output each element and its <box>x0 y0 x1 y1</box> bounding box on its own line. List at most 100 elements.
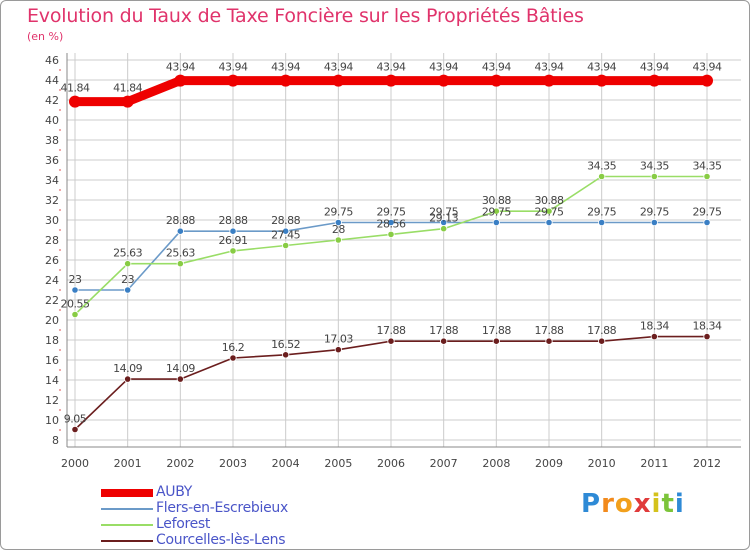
y-tick-label: 10 <box>45 414 59 427</box>
data-point <box>490 74 503 87</box>
data-point <box>279 74 292 87</box>
legend-label: Leforest <box>156 516 211 532</box>
legend-label: Courcelles-lès-Lens <box>156 532 286 548</box>
data-label: 41.84 <box>61 82 90 95</box>
y-tick-label: 34 <box>45 174 59 187</box>
data-label: 43.94 <box>587 61 616 74</box>
data-point <box>332 74 345 87</box>
logo-letter: i <box>674 489 685 519</box>
data-point <box>229 227 237 235</box>
data-point <box>648 74 661 87</box>
data-label: 34.35 <box>640 160 669 173</box>
data-label: 28.88 <box>166 214 195 227</box>
chart-title: Evolution du Taux de Taxe Foncière sur l… <box>27 5 584 27</box>
logo-letter: x <box>633 489 652 519</box>
data-label: 16.2 <box>222 341 245 354</box>
data-label: 29.75 <box>693 206 722 219</box>
data-label: 29.75 <box>535 206 564 219</box>
data-label: 29.75 <box>640 206 669 219</box>
data-label: 41.84 <box>113 82 142 95</box>
data-point <box>124 286 132 294</box>
x-tick-label: 2011 <box>640 457 668 470</box>
y-tick-label: 26 <box>45 254 59 267</box>
data-label: 17.88 <box>535 324 564 337</box>
legend-swatch <box>101 508 153 510</box>
logo-letter: o <box>614 489 634 519</box>
x-tick-label: 2000 <box>61 457 89 470</box>
x-tick-label: 2005 <box>324 457 352 470</box>
data-point <box>595 74 608 87</box>
y-tick-label: 36 <box>45 154 59 167</box>
data-point <box>174 74 187 87</box>
x-tick-label: 2002 <box>166 457 194 470</box>
data-label: 43.94 <box>166 61 195 74</box>
data-labels: 41.84 41.84 43.94 43.94 43.94 43.94 43.94 43.94… <box>61 61 723 426</box>
data-label: 30.88 <box>482 194 511 207</box>
unit-label: (en %) <box>27 30 64 43</box>
y-tick-label: 8 <box>52 434 59 447</box>
data-label: 27.45 <box>271 229 300 242</box>
data-label: 34.35 <box>587 160 616 173</box>
data-label: 26.91 <box>219 234 248 247</box>
data-point <box>492 218 500 227</box>
data-label: 25.63 <box>166 247 195 260</box>
data-point <box>650 172 658 181</box>
legend-swatch <box>101 489 153 497</box>
x-tick-label: 2008 <box>482 457 510 470</box>
data-point <box>124 375 132 383</box>
data-label: 17.03 <box>324 333 353 346</box>
data-point <box>282 227 290 235</box>
x-tick-label: 2003 <box>219 457 247 470</box>
series-layer <box>69 74 713 434</box>
data-point <box>282 241 290 250</box>
data-point <box>387 230 395 238</box>
legend-swatch <box>101 524 153 526</box>
data-label: 43.94 <box>377 61 406 74</box>
data-point <box>598 218 606 227</box>
data-label: 43.94 <box>271 61 300 74</box>
data-label: 43.94 <box>640 61 669 74</box>
data-label: 29.75 <box>377 206 406 219</box>
legend-label: Flers-en-Escrebieux <box>156 500 288 516</box>
data-label: 43.94 <box>429 61 458 74</box>
data-point <box>543 74 555 87</box>
x-tick-label: 2007 <box>430 457 458 470</box>
data-point <box>71 425 79 434</box>
data-label: 29.75 <box>587 206 616 219</box>
data-label: 23 <box>121 273 134 286</box>
data-point <box>334 218 342 227</box>
legend-swatch <box>101 540 153 542</box>
data-point <box>598 172 606 181</box>
data-label: 43.94 <box>219 61 248 74</box>
data-point <box>701 74 713 87</box>
data-point <box>229 247 237 255</box>
data-label: 17.88 <box>482 324 511 337</box>
y-tick-label: 30 <box>45 214 59 227</box>
logo-letter: i <box>651 489 662 519</box>
data-label: 34.35 <box>693 160 722 173</box>
data-point <box>176 260 184 268</box>
data-label: 29.75 <box>324 206 353 219</box>
data-point <box>387 218 395 227</box>
y-tick-label: 28 <box>45 234 59 247</box>
data-point <box>334 236 342 244</box>
y-tick-label: 22 <box>45 294 59 307</box>
data-point <box>703 172 711 181</box>
data-point <box>703 218 711 227</box>
data-label: 17.88 <box>377 324 406 337</box>
data-point <box>650 218 658 227</box>
data-point <box>124 260 132 268</box>
data-label: 18.34 <box>693 320 722 333</box>
y-tick-label: 42 <box>45 94 59 107</box>
x-tick-label: 2010 <box>588 457 616 470</box>
data-point <box>71 310 79 319</box>
data-point <box>545 337 553 345</box>
data-point <box>492 207 500 215</box>
data-label: 25.63 <box>113 247 142 260</box>
y-tick-label: 16 <box>45 354 59 367</box>
data-point <box>545 207 553 215</box>
y-tick-label: 12 <box>45 394 59 407</box>
data-point <box>387 337 395 345</box>
